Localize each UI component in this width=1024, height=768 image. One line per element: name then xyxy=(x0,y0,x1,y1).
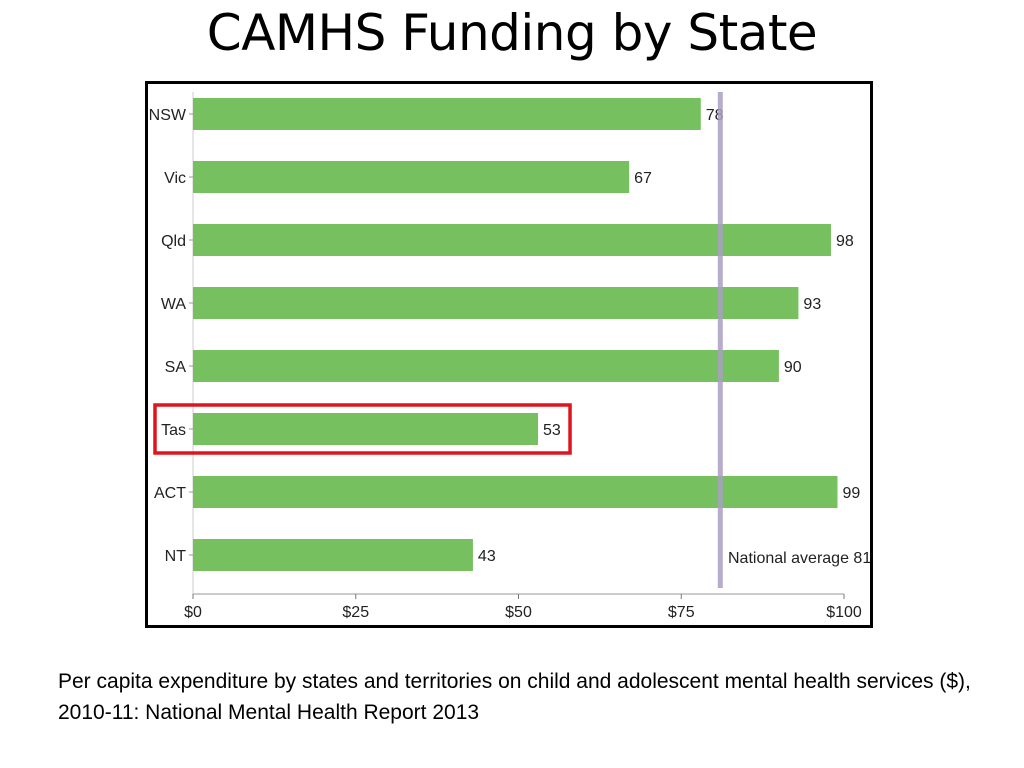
category-label: Qld xyxy=(161,233,186,250)
x-tick-label: $75 xyxy=(668,604,695,621)
bar xyxy=(193,98,701,130)
category-label: ACT xyxy=(154,485,186,502)
x-tick-label: $25 xyxy=(342,604,369,621)
chart-frame: NSW 78 Vic 67 Qld 98 WA 93 SA 90 Tas 53 ACT 99 NT 43 Nat… xyxy=(145,81,873,628)
category-label: WA xyxy=(161,296,187,313)
category-label: NT xyxy=(165,548,187,565)
chart-caption: Per capita expenditure by states and ter… xyxy=(58,670,971,724)
data-label: 98 xyxy=(836,233,854,250)
national-average-line xyxy=(717,92,723,588)
x-tick-label: $50 xyxy=(505,604,532,621)
bar xyxy=(193,161,630,193)
slide-title: CAMHS Funding by State xyxy=(206,4,818,62)
data-label: 67 xyxy=(634,170,652,187)
data-label: 93 xyxy=(803,296,821,313)
data-label: 53 xyxy=(543,422,561,439)
category-label: Vic xyxy=(164,170,186,187)
data-label: 99 xyxy=(842,485,860,502)
bar xyxy=(193,224,831,256)
bar xyxy=(193,413,539,445)
national-average-label: National average 81 xyxy=(728,550,870,567)
bar xyxy=(193,287,799,319)
data-label: 90 xyxy=(784,359,802,376)
x-tick-label: $100 xyxy=(826,604,862,621)
category-label: Tas xyxy=(161,422,186,439)
bar xyxy=(193,539,473,571)
category-label: SA xyxy=(165,359,187,376)
bar xyxy=(193,476,838,508)
bar xyxy=(193,350,779,382)
x-tick-label: $0 xyxy=(184,604,202,621)
data-label: 43 xyxy=(478,548,496,565)
tas-highlight-box xyxy=(153,403,572,455)
category-label: NSW xyxy=(149,107,187,124)
